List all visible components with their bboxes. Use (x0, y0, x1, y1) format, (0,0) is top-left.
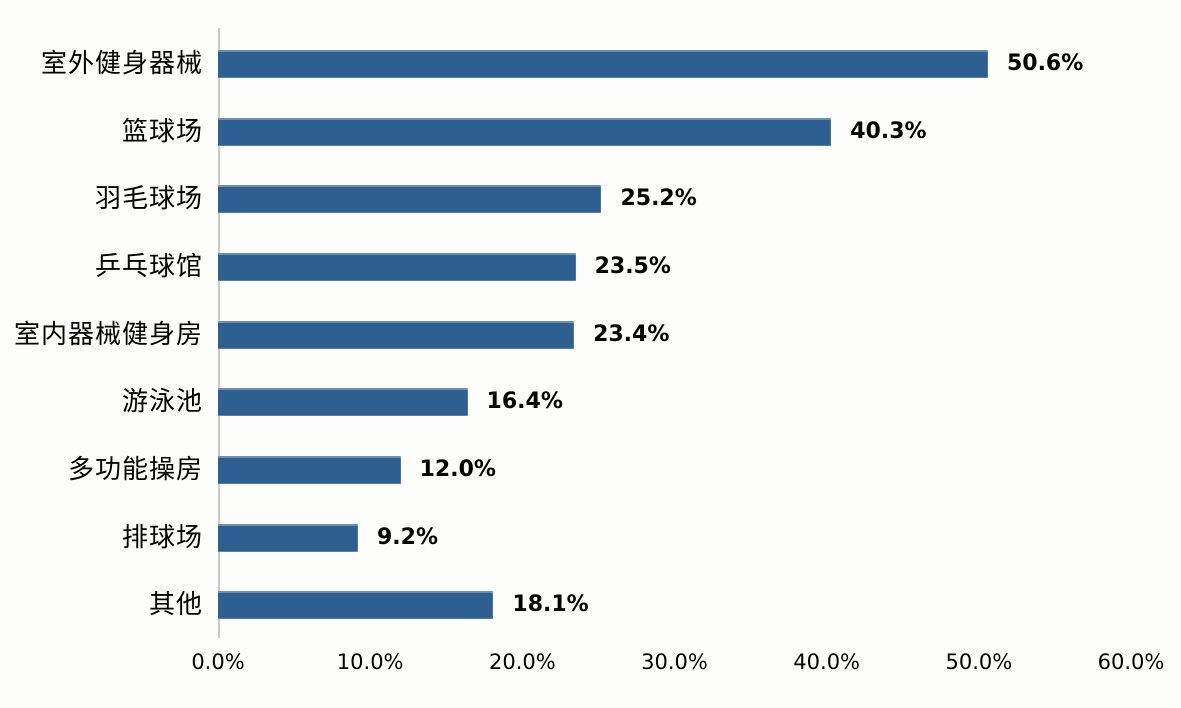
x-tick-label: 50.0% (945, 650, 1013, 674)
category-label: 乒乓球馆 (94, 251, 203, 282)
bar-row: 排球场 9.2% (0, 504, 1131, 572)
bar[interactable] (218, 252, 576, 281)
bar-track: 25.2% (218, 165, 1131, 233)
bar[interactable] (218, 49, 988, 78)
bar[interactable] (218, 523, 358, 552)
bar[interactable] (218, 320, 575, 349)
bar-row: 羽毛球场 25.2% (0, 165, 1131, 233)
bar[interactable] (218, 185, 602, 214)
bar-track: 18.1% (218, 571, 1131, 639)
bar-row: 其他 18.1% (0, 571, 1131, 639)
category-label: 室内器械健身房 (13, 319, 203, 350)
x-tick-label: 20.0% (488, 650, 556, 674)
bar-track: 40.3% (218, 98, 1131, 166)
x-axis: 0.0% 10.0% 20.0% 30.0% 40.0% 50.0% 60.0% (191, 650, 1164, 678)
value-label: 23.5% (594, 253, 671, 279)
category-label: 篮球场 (121, 116, 203, 147)
category-label: 羽毛球场 (94, 184, 203, 215)
bar-row: 室内器械健身房 23.4% (0, 301, 1131, 369)
bar-track: 23.5% (218, 233, 1131, 301)
value-label: 25.2% (620, 186, 697, 212)
x-tick-label: 30.0% (641, 650, 708, 674)
bar-row: 游泳池 16.4% (0, 368, 1131, 436)
value-label: 9.2% (376, 524, 438, 550)
bar-track: 23.4% (218, 301, 1131, 369)
x-tick-label: 40.0% (793, 650, 861, 674)
bar[interactable] (218, 455, 401, 484)
bar-row: 室外健身器械 50.6% (0, 30, 1131, 98)
value-label: 23.4% (593, 321, 670, 347)
bar-track: 12.0% (218, 436, 1131, 504)
bar[interactable] (218, 388, 468, 417)
x-tick-label: 0.0% (191, 650, 245, 674)
x-tick-label: 10.0% (336, 650, 404, 674)
value-label: 12.0% (419, 456, 496, 482)
bar-track: 16.4% (218, 368, 1131, 436)
plot-area: 室外健身器械 50.6% 篮球场 40.3% 羽毛球场 25.2% 乒乓球馆 23.5% 室内器… (0, 30, 1131, 639)
bar-track: 9.2% (218, 504, 1131, 572)
value-label: 16.4% (486, 389, 563, 415)
category-label: 室外健身器械 (40, 48, 203, 79)
bar-row: 篮球场 40.3% (0, 98, 1131, 166)
category-label: 游泳池 (121, 387, 203, 418)
bar-row: 乒乓球馆 23.5% (0, 233, 1131, 301)
bar-track: 50.6% (218, 30, 1131, 98)
value-label: 50.6% (1006, 50, 1084, 76)
value-label: 18.1% (512, 592, 589, 618)
bar[interactable] (218, 117, 832, 146)
category-label: 多功能操房 (67, 454, 203, 485)
category-label: 其他 (148, 590, 203, 621)
category-label: 排球场 (121, 522, 203, 553)
x-tick-label: 60.0% (1097, 650, 1165, 674)
value-label: 40.3% (850, 118, 927, 144)
bar[interactable] (218, 591, 494, 620)
bar-row: 多功能操房 12.0% (0, 436, 1131, 504)
